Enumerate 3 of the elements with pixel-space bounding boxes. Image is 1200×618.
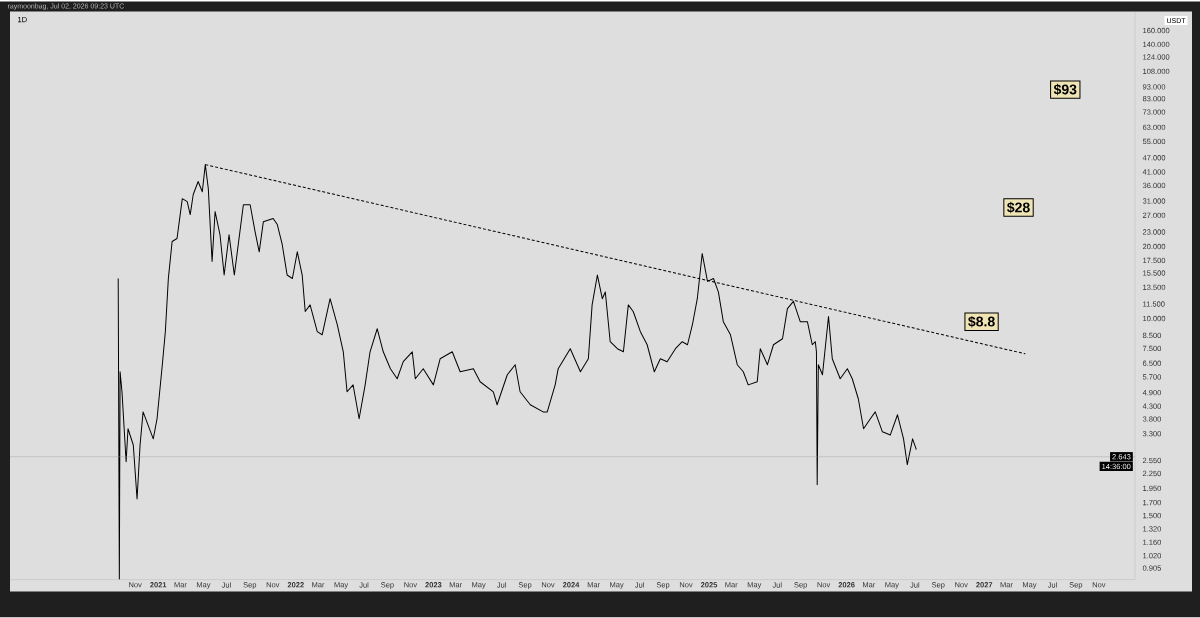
annotation: $93: [1053, 84, 1077, 96]
annotation: $8.8: [968, 316, 995, 328]
annotation: $28: [1007, 202, 1030, 214]
